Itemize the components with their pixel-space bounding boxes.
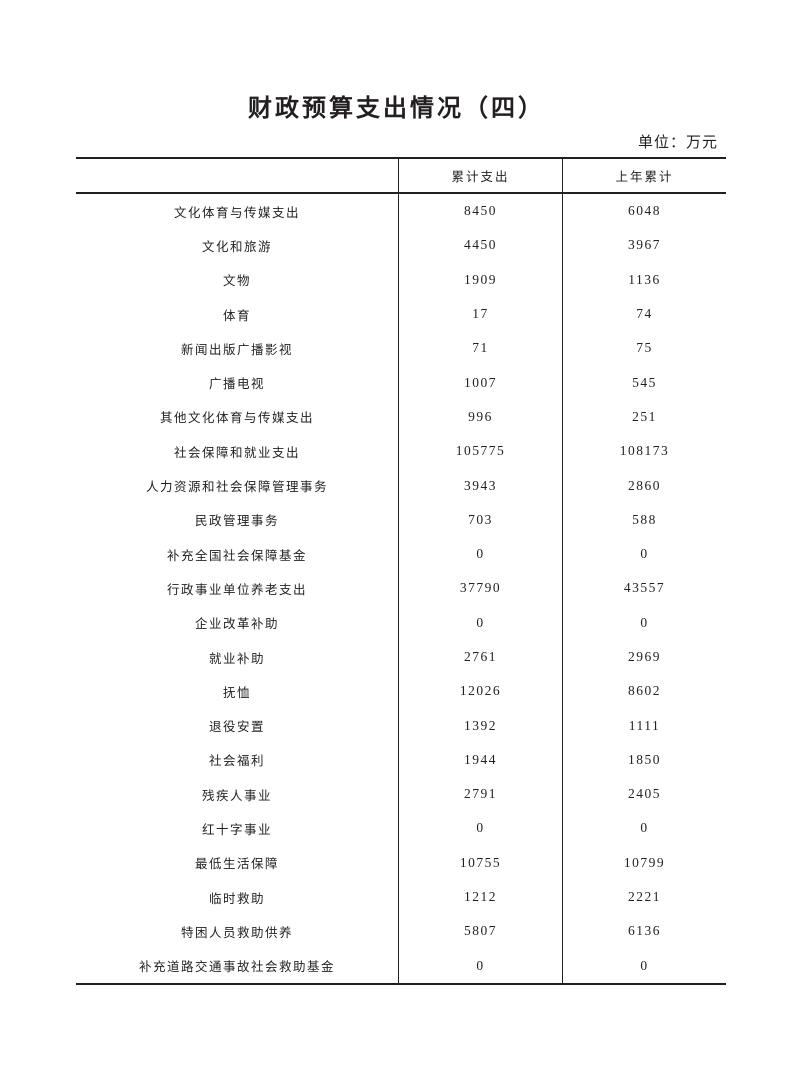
item-name: 新闻出版广播影视 — [180, 341, 293, 357]
item-name: 其他文化体育与传媒支出 — [159, 410, 314, 426]
cumulative-value: 0 — [398, 948, 563, 984]
cumulative-value: 2761 — [398, 639, 563, 675]
table-row: 文化和旅游 4450 3967 — [76, 228, 726, 263]
cumulative-value: 4450 — [398, 228, 563, 263]
cumulative-value: 0 — [398, 605, 563, 640]
last-year-value: 6136 — [562, 914, 726, 949]
last-year-value: 43557 — [562, 571, 726, 606]
cumulative-value: 17 — [398, 296, 563, 332]
item-name: 临时救助 — [208, 890, 265, 906]
cumulative-value: 1212 — [398, 879, 563, 915]
cumulative-value: 8450 — [398, 193, 563, 229]
cumulative-value: 996 — [398, 399, 563, 435]
item-name: 人力资源和社会保障管理事务 — [145, 479, 328, 495]
cumulative-value: 0 — [398, 536, 563, 572]
last-year-value: 3967 — [562, 228, 726, 263]
cumulative-value: 10755 — [398, 845, 563, 880]
last-year-value: 2969 — [562, 639, 726, 675]
item-name: 补充全国社会保障基金 — [166, 547, 307, 563]
table-row: 最低生活保障 10755 10799 — [76, 845, 726, 880]
last-year-value: 0 — [562, 948, 726, 984]
last-year-value: 545 — [562, 365, 726, 400]
item-name: 文物 — [222, 273, 251, 289]
last-year-value: 251 — [562, 399, 726, 435]
item-name: 社会福利 — [208, 753, 265, 769]
cumulative-value: 2791 — [398, 777, 563, 812]
last-year-value: 1111 — [562, 708, 726, 743]
last-year-value: 75 — [562, 331, 726, 366]
last-year-value: 8602 — [562, 674, 726, 709]
table-row: 临时救助 1212 2221 — [76, 879, 726, 915]
last-year-value: 6048 — [562, 193, 726, 229]
cumulative-value: 5807 — [398, 914, 563, 949]
item-name: 就业补助 — [208, 650, 265, 666]
table-header-row: 累计支出 上年累计 — [76, 158, 726, 193]
item-name: 文化体育与传媒支出 — [173, 204, 300, 220]
table-row: 行政事业单位养老支出 37790 43557 — [76, 571, 726, 606]
table-row: 残疾人事业 2791 2405 — [76, 777, 726, 812]
table-row: 广播电视 1007 545 — [76, 365, 726, 400]
header-item — [76, 158, 399, 193]
table-row: 社会福利 1944 1850 — [76, 742, 726, 778]
item-name: 文化和旅游 — [201, 238, 272, 254]
last-year-value: 2860 — [562, 468, 726, 503]
table-row: 民政管理事务 703 588 — [76, 502, 726, 537]
last-year-value: 0 — [562, 811, 726, 846]
table-row: 人力资源和社会保障管理事务 3943 2860 — [76, 468, 726, 503]
table-row: 新闻出版广播影视 71 75 — [76, 331, 726, 366]
table-row: 企业改革补助 0 0 — [76, 605, 726, 640]
cumulative-value: 3943 — [398, 468, 563, 503]
table-row: 红十字事业 0 0 — [76, 811, 726, 846]
item-name: 补充道路交通事故社会救助基金 — [138, 959, 335, 975]
unit-label: 单位：万元 — [637, 133, 718, 151]
table-row: 文化体育与传媒支出 8450 6048 — [76, 193, 726, 229]
item-name: 社会保障和就业支出 — [173, 444, 300, 460]
item-name: 体育 — [222, 307, 251, 323]
table-row: 社会保障和就业支出 105775 108173 — [76, 434, 726, 469]
budget-table: 累计支出 上年累计 文化体育与传媒支出 8450 6048 文化和旅游 4450 3967… — [76, 157, 726, 985]
header-cumulative: 累计支出 — [398, 158, 563, 193]
item-name: 抚恤 — [222, 684, 251, 700]
last-year-value: 74 — [562, 296, 726, 332]
cumulative-value: 1392 — [398, 708, 563, 743]
item-name: 红十字事业 — [201, 821, 272, 837]
last-year-value: 588 — [562, 502, 726, 537]
table-row: 补充道路交通事故社会救助基金 0 0 — [76, 948, 726, 984]
cumulative-value: 37790 — [398, 571, 563, 606]
item-name: 行政事业单位养老支出 — [166, 581, 307, 597]
last-year-value: 108173 — [562, 434, 726, 469]
cumulative-value: 1909 — [398, 262, 563, 297]
item-name: 特困人员救助供养 — [180, 924, 293, 940]
table-row: 补充全国社会保障基金 0 0 — [76, 536, 726, 572]
item-name: 企业改革补助 — [194, 616, 279, 632]
item-name: 民政管理事务 — [194, 513, 279, 529]
cumulative-value: 71 — [398, 331, 563, 366]
last-year-value: 0 — [562, 536, 726, 572]
last-year-value: 2221 — [562, 879, 726, 915]
item-name: 退役安置 — [208, 719, 265, 735]
last-year-value: 10799 — [562, 845, 726, 880]
table-row: 特困人员救助供养 5807 6136 — [76, 914, 726, 949]
last-year-value: 2405 — [562, 777, 726, 812]
item-name: 广播电视 — [208, 376, 265, 392]
item-name: 最低生活保障 — [194, 856, 279, 872]
table-row: 抚恤 12026 8602 — [76, 674, 726, 709]
cumulative-value: 1007 — [398, 365, 563, 400]
table-row: 就业补助 2761 2969 — [76, 639, 726, 675]
cumulative-value: 105775 — [398, 434, 563, 469]
cumulative-value: 1944 — [398, 742, 563, 778]
cumulative-value: 703 — [398, 502, 563, 537]
cumulative-value: 12026 — [398, 674, 563, 709]
table-row: 其他文化体育与传媒支出 996 251 — [76, 399, 726, 435]
table-row: 退役安置 1392 1111 — [76, 708, 726, 743]
last-year-value: 1136 — [562, 262, 726, 297]
last-year-value: 0 — [562, 605, 726, 640]
item-name: 残疾人事业 — [201, 787, 272, 803]
last-year-value: 1850 — [562, 742, 726, 778]
table-row: 体育 17 74 — [76, 296, 726, 332]
header-last-year: 上年累计 — [562, 158, 726, 193]
cumulative-value: 0 — [398, 811, 563, 846]
table-row: 文物 1909 1136 — [76, 262, 726, 297]
page-title: 财政预算支出情况（四） — [248, 93, 545, 122]
